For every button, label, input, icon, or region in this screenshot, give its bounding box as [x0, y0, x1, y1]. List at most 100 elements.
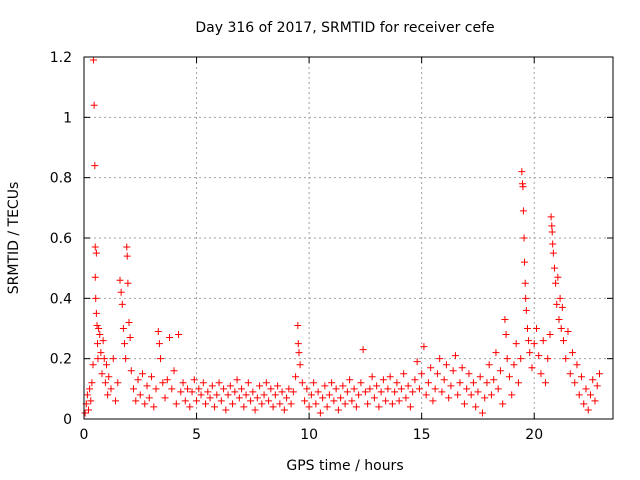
data-point — [397, 385, 405, 393]
data-point — [202, 400, 210, 408]
data-point — [424, 379, 432, 387]
data-point — [121, 340, 129, 348]
data-point — [341, 400, 349, 408]
data-point — [555, 315, 563, 323]
x-tick-label: 20 — [525, 427, 543, 443]
data-point — [91, 243, 99, 251]
data-point — [224, 391, 232, 399]
data-point — [566, 370, 574, 378]
data-point — [460, 400, 468, 408]
data-point — [172, 400, 180, 408]
data-point — [316, 409, 324, 417]
data-point — [211, 403, 219, 411]
data-point — [505, 373, 513, 381]
data-point — [247, 397, 255, 405]
data-point — [438, 388, 446, 396]
y-tick-label: 0.6 — [50, 231, 72, 247]
data-point — [521, 279, 529, 287]
data-point — [307, 391, 315, 399]
data-point — [118, 300, 126, 308]
data-point — [518, 168, 526, 176]
data-point — [520, 234, 528, 242]
data-point — [136, 391, 144, 399]
data-point — [323, 403, 331, 411]
data-point — [503, 355, 511, 363]
data-point — [458, 364, 466, 372]
data-point — [100, 355, 108, 363]
data-point — [366, 385, 374, 393]
data-point — [132, 397, 140, 405]
data-point — [436, 355, 444, 363]
data-point — [361, 388, 369, 396]
data-point — [522, 306, 530, 314]
data-point — [295, 349, 303, 357]
data-point — [186, 403, 194, 411]
data-point — [557, 325, 565, 332]
data-point — [92, 249, 100, 257]
data-point — [152, 385, 160, 393]
data-point — [229, 400, 237, 408]
data-point — [208, 382, 216, 390]
data-point — [415, 385, 423, 393]
data-point — [429, 397, 437, 405]
data-point — [235, 394, 243, 402]
data-point — [350, 385, 358, 393]
data-point — [544, 355, 552, 363]
data-point — [123, 243, 131, 251]
x-tick-label: 15 — [413, 427, 431, 443]
data-point — [166, 334, 174, 342]
data-point — [159, 379, 167, 387]
data-point — [90, 101, 98, 109]
data-point — [321, 382, 329, 390]
data-point — [188, 388, 196, 396]
data-point — [499, 400, 507, 408]
data-point — [114, 379, 122, 387]
y-tick-label: 0.8 — [50, 171, 72, 187]
data-point — [525, 337, 533, 345]
data-point — [463, 385, 471, 393]
data-point — [175, 331, 183, 339]
data-point — [343, 388, 351, 396]
data-point — [125, 318, 133, 326]
data-point — [256, 382, 264, 390]
y-tick-label: 1 — [63, 110, 72, 126]
data-point — [377, 388, 385, 396]
data-point — [238, 385, 246, 393]
data-point — [547, 213, 555, 221]
data-point — [122, 355, 130, 363]
data-point — [81, 409, 89, 417]
data-point — [303, 385, 311, 393]
data-point — [112, 397, 120, 405]
data-point — [258, 400, 266, 408]
data-point — [539, 337, 547, 345]
data-point — [535, 352, 543, 360]
data-points — [81, 56, 603, 417]
data-point — [278, 388, 286, 396]
data-point — [548, 222, 556, 230]
data-point — [294, 321, 302, 329]
data-point — [179, 379, 187, 387]
data-point — [89, 361, 97, 369]
data-point — [253, 394, 261, 402]
data-point — [393, 379, 401, 387]
data-point — [469, 379, 477, 387]
data-point — [472, 403, 480, 411]
x-axis-label: GPS time / hours — [286, 458, 403, 474]
data-point — [181, 397, 189, 405]
tick-layer — [83, 56, 613, 420]
data-point — [418, 370, 426, 378]
data-point — [157, 355, 165, 363]
data-point — [582, 385, 590, 393]
data-point — [305, 403, 313, 411]
data-point — [242, 391, 250, 399]
data-point — [96, 331, 104, 339]
data-point — [154, 328, 162, 336]
data-point — [404, 382, 412, 390]
data-point — [388, 400, 396, 408]
data-point — [562, 355, 570, 363]
data-point — [373, 382, 381, 390]
data-point — [422, 391, 430, 399]
data-point — [109, 355, 117, 363]
data-point — [541, 379, 549, 387]
